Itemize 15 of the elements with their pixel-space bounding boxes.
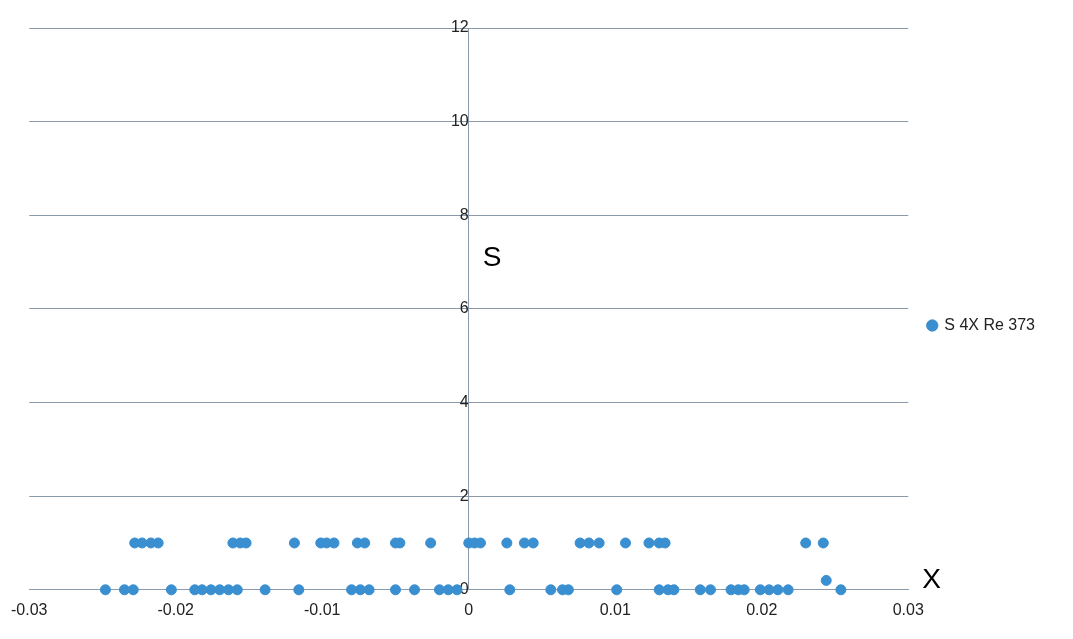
x-tick-label: -0.03 bbox=[11, 600, 48, 618]
x-tick-label: -0.01 bbox=[304, 600, 341, 618]
y-tick-label: 6 bbox=[459, 299, 469, 317]
y-axis-title: S bbox=[482, 241, 502, 273]
y-tick-label: 2 bbox=[459, 486, 469, 504]
y-tick-label: 4 bbox=[459, 392, 469, 410]
x-axis-title: X bbox=[922, 562, 942, 594]
legend-label: S 4X Re 373 bbox=[944, 315, 1036, 333]
x-tick-label: 0.03 bbox=[892, 600, 924, 618]
y-tick-label: 12 bbox=[450, 18, 469, 36]
y-tick-label: 8 bbox=[459, 205, 469, 223]
x-tick-label: -0.02 bbox=[157, 600, 195, 618]
y-tick-label: 10 bbox=[450, 112, 469, 130]
x-tick-label: 0.01 bbox=[599, 600, 631, 618]
x-tick-label: 0.02 bbox=[746, 600, 778, 618]
